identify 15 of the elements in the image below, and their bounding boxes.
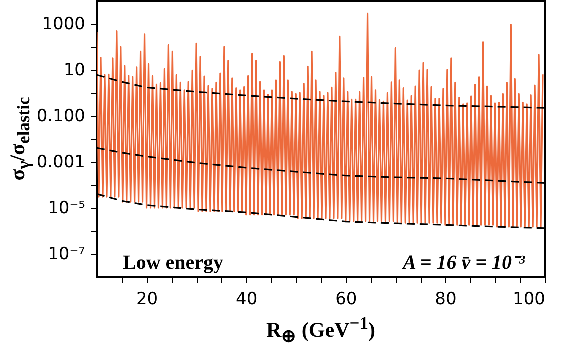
y-tick-label: 0.100 [36,106,86,126]
y-tick-label: 0.001 [36,152,86,172]
x-tick-label: 40 [236,290,258,310]
annotation: Low energy [123,252,224,274]
line-series [97,12,544,228]
x-tick-label: 100 [513,290,546,310]
y-tick-label: 10⁻⁷ [48,244,86,264]
y-tick-label: 10⁻⁵ [48,198,86,218]
annotation: A = 16 v̄ = 10⁻³ [401,252,526,274]
y-tick-label: 10 [64,60,86,80]
y-tick-label: 1000 [42,14,86,34]
x-tick-label: 60 [336,290,358,310]
x-tick-label: 80 [435,290,457,310]
x-tick-label: 20 [136,290,158,310]
x-axis-title: R$_{⊕}$ (GeV$^{−1}$) [266,312,376,348]
